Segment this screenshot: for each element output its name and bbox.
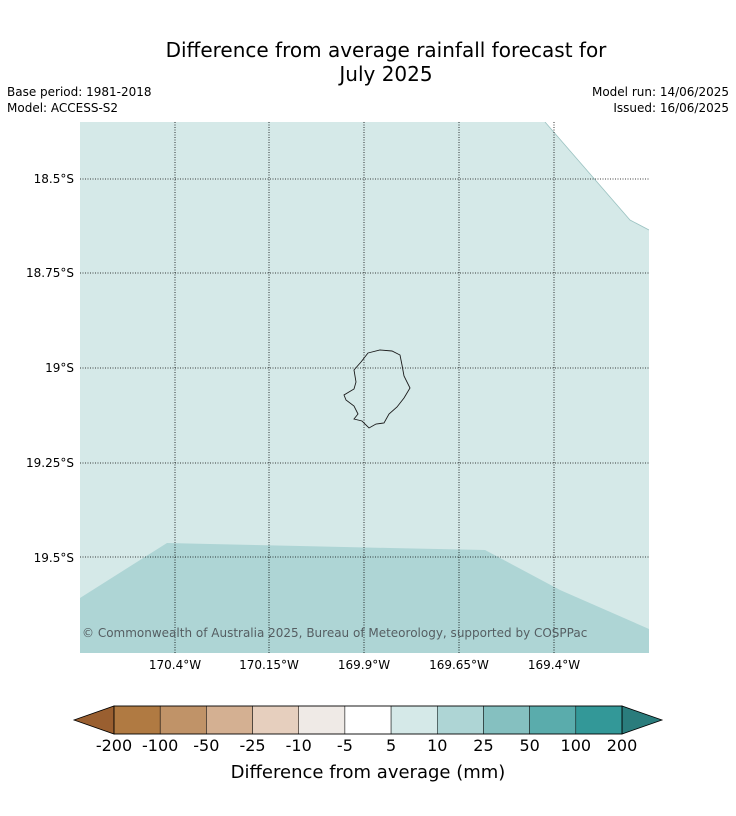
colorbar-tick-11: 200 bbox=[607, 736, 638, 755]
colorbar-tick-0: -200 bbox=[96, 736, 132, 755]
colorbar-segment-10 bbox=[575, 705, 623, 735]
colorbar: -200 -100 -50 -25 -10 -5 5 10 25 50 100 200 bbox=[72, 705, 664, 755]
lat-label-19.25: 19.25°S bbox=[26, 456, 74, 470]
colorbar-segment-9 bbox=[529, 705, 577, 735]
lon-label-170.4: 170.4°W bbox=[149, 658, 201, 672]
colorbar-segment-5 bbox=[344, 705, 392, 735]
chart-title: Difference from average rainfall forecas… bbox=[0, 38, 736, 86]
colorbar-segment-6 bbox=[390, 705, 438, 735]
colorbar-tick-3: -25 bbox=[239, 736, 265, 755]
title-line-2: July 2025 bbox=[339, 62, 433, 86]
colorbar-tick-8: 25 bbox=[473, 736, 493, 755]
region-10-to-25 bbox=[80, 543, 649, 653]
lon-label-169.65: 169.65°W bbox=[429, 658, 489, 672]
colorbar-tick-6: 5 bbox=[386, 736, 396, 755]
title-line-1: Difference from average rainfall forecas… bbox=[165, 38, 607, 62]
colorbar-tick-7: 10 bbox=[427, 736, 447, 755]
lon-labels: 170.4°W 170.15°W 169.9°W 169.65°W 169.4°… bbox=[149, 658, 580, 672]
region-edge-top-right bbox=[544, 122, 649, 231]
colorbar-segment-4 bbox=[298, 705, 346, 735]
model-text: Model: ACCESS-S2 bbox=[7, 101, 119, 115]
colorbar-segment-3 bbox=[252, 705, 299, 735]
colorbar-segment-1 bbox=[159, 705, 207, 735]
region-5-to-10 bbox=[80, 122, 649, 653]
lon-label-169.4: 169.4°W bbox=[528, 658, 580, 672]
lat-label-18.75: 18.75°S bbox=[26, 266, 74, 280]
issued-text: Issued: 16/06/2025 bbox=[613, 101, 729, 115]
colorbar-under-triangle bbox=[72, 705, 115, 735]
lat-label-18.5: 18.5°S bbox=[34, 172, 74, 186]
colorbar-tick-9: 50 bbox=[519, 736, 539, 755]
colorbar-segment-7 bbox=[437, 705, 484, 735]
colorbar-label: Difference from average (mm) bbox=[231, 762, 506, 783]
colorbar-tick-5: -5 bbox=[337, 736, 353, 755]
colorbar-tick-10: 100 bbox=[561, 736, 592, 755]
colorbar-segment-0 bbox=[113, 705, 161, 735]
colorbar-over-triangle bbox=[621, 705, 664, 735]
lat-labels: 18.5°S 18.75°S 19°S 19.25°S 19.5°S bbox=[26, 172, 74, 565]
colorbar-tick-1: -100 bbox=[142, 736, 178, 755]
meta-right: Model run: 14/06/2025 Issued: 16/06/2025 bbox=[592, 84, 729, 116]
meta-left: Base period: 1981-2018 Model: ACCESS-S2 bbox=[7, 84, 152, 116]
gridlines bbox=[80, 122, 649, 653]
copyright-text: © Commonwealth of Australia 2025, Bureau… bbox=[82, 626, 587, 640]
lon-label-170.15: 170.15°W bbox=[239, 658, 299, 672]
model-run-text: Model run: 14/06/2025 bbox=[591, 85, 729, 99]
colorbar-outline bbox=[113, 705, 623, 735]
colorbar-tick-2: -50 bbox=[193, 736, 219, 755]
lat-label-19: 19°S bbox=[45, 361, 74, 375]
lon-label-169.9: 169.9°W bbox=[338, 658, 390, 672]
colorbar-segment-2 bbox=[206, 705, 253, 735]
colorbar-segment-8 bbox=[483, 705, 530, 735]
colorbar-tick-4: -10 bbox=[286, 736, 312, 755]
base-period-text: Base period: 1981-2018 bbox=[7, 85, 152, 99]
map-area: © Commonwealth of Australia 2025, Bureau… bbox=[80, 122, 649, 653]
island-outline bbox=[343, 349, 411, 429]
lat-label-19.5: 19.5°S bbox=[34, 551, 74, 565]
